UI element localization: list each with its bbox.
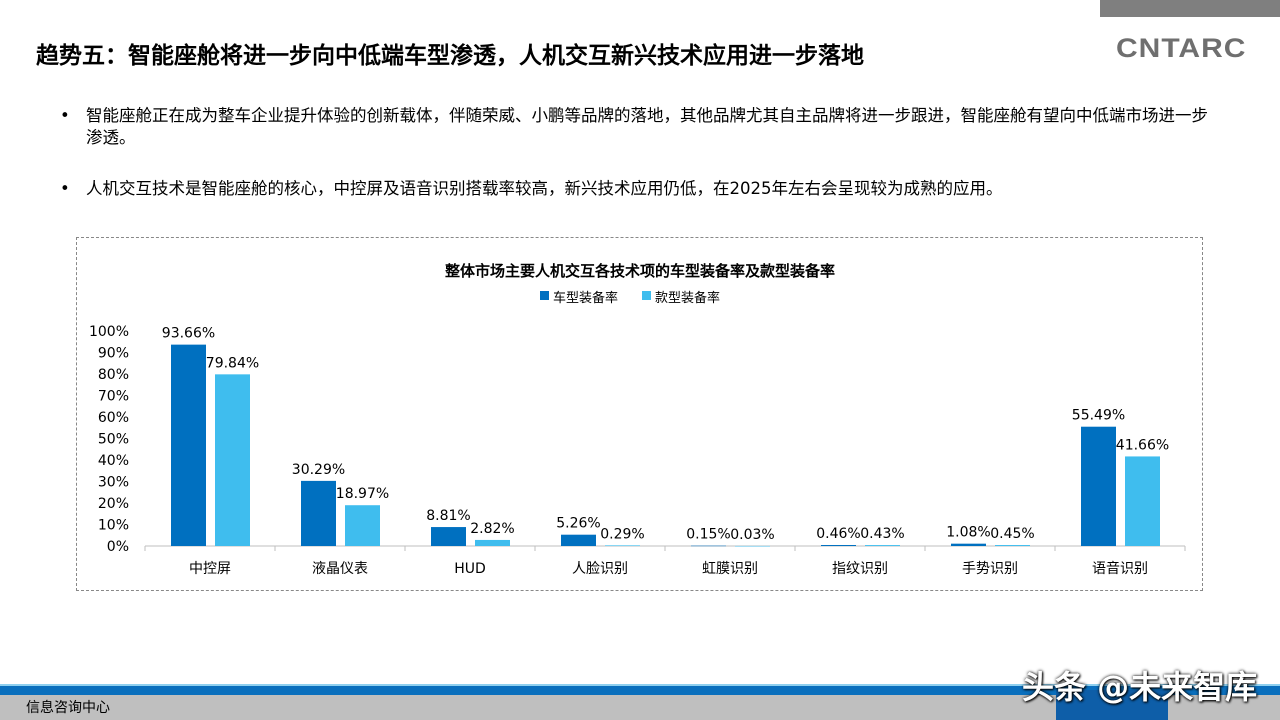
watermark-box: [1056, 690, 1168, 720]
chart-container: [76, 237, 1203, 591]
bullet-marker: •: [60, 106, 70, 125]
x-tick-label: 手势识别: [962, 561, 1018, 577]
data-label: 0.03%: [730, 527, 774, 543]
data-label: 0.29%: [600, 526, 644, 542]
bar-model-rate: [301, 480, 336, 546]
data-label: 79.84%: [206, 355, 259, 371]
footer-label: 信息咨询中心: [26, 700, 110, 716]
y-tick-label: 10%: [98, 518, 129, 534]
bar-variant-rate: [605, 545, 640, 546]
data-label: 93.66%: [162, 326, 215, 342]
bar-variant-rate: [345, 505, 380, 546]
data-label: 30.29%: [292, 462, 345, 478]
top-bar: [1100, 0, 1280, 17]
data-label: 1.08%: [946, 525, 990, 541]
bar-variant-rate: [995, 545, 1030, 546]
bullet-text: 智能座舱正在成为整车企业提升体验的创新载体，伴随荣威、小鹏等品牌的落地，其他品牌…: [86, 106, 1208, 147]
x-tick-label: 虹膜识别: [702, 561, 758, 577]
bar-model-rate: [561, 534, 596, 546]
page-title: 趋势五：智能座舱将进一步向中低端车型渗透，人机交互新兴技术应用进一步落地: [36, 43, 864, 69]
chart-title: 整体市场主要人机交互各技术项的车型装备率及款型装备率: [445, 262, 835, 280]
y-tick-label: 100%: [89, 324, 129, 340]
y-tick-label: 70%: [98, 389, 129, 405]
bar-model-rate: [821, 545, 856, 546]
x-tick-label: 液晶仪表: [312, 561, 368, 577]
legend-swatch: [642, 291, 651, 300]
x-tick-label: HUD: [454, 561, 486, 577]
legend-label: 款型装备率: [655, 290, 720, 306]
bar-variant-rate: [475, 539, 510, 546]
data-label: 2.82%: [470, 521, 514, 537]
data-label: 0.46%: [816, 526, 860, 542]
data-label: 18.97%: [336, 486, 389, 502]
bar-variant-rate: [215, 374, 250, 546]
bar-model-rate: [691, 545, 726, 547]
x-tick-label: 中控屏: [189, 561, 231, 577]
x-tick-label: 人脸识别: [572, 561, 628, 577]
data-label: 55.49%: [1072, 408, 1125, 424]
y-tick-label: 40%: [98, 453, 129, 469]
x-tick-label: 指纹识别: [832, 561, 888, 577]
bar-model-rate: [431, 527, 466, 546]
x-tick-label: 语音识别: [1092, 560, 1148, 577]
y-tick-label: 30%: [98, 475, 129, 491]
data-label: 8.81%: [426, 508, 470, 524]
data-label: 0.45%: [990, 526, 1034, 542]
bar-variant-rate: [735, 545, 770, 547]
bar-model-rate: [951, 543, 986, 546]
y-tick-label: 60%: [98, 410, 129, 426]
bar-model-rate: [171, 344, 206, 546]
legend-label: 车型装备率: [553, 290, 618, 306]
y-tick-label: 20%: [98, 496, 129, 512]
legend-swatch: [540, 291, 549, 300]
bar-model-rate: [1081, 426, 1116, 546]
bar-variant-rate: [865, 545, 900, 546]
bar-variant-rate: [1125, 456, 1160, 546]
bullet-text: 人机交互技术是智能座舱的核心，中控屏及语音识别搭载率较高，新兴技术应用仍低，在2…: [86, 179, 1003, 198]
y-tick-label: 80%: [98, 367, 129, 383]
catarc-logo: CNTARC: [1116, 33, 1247, 64]
data-label: 5.26%: [556, 516, 600, 532]
y-tick-label: 90%: [98, 346, 129, 362]
footer-bar: [0, 684, 1280, 695]
data-label: 0.15%: [686, 527, 730, 543]
data-label: 41.66%: [1116, 437, 1169, 453]
y-tick-label: 0%: [107, 539, 129, 555]
watermark: 头条 @未来智库: [1022, 668, 1258, 706]
bullet-marker: •: [60, 179, 70, 198]
data-label: 0.43%: [860, 526, 904, 542]
y-tick-label: 50%: [98, 432, 129, 448]
